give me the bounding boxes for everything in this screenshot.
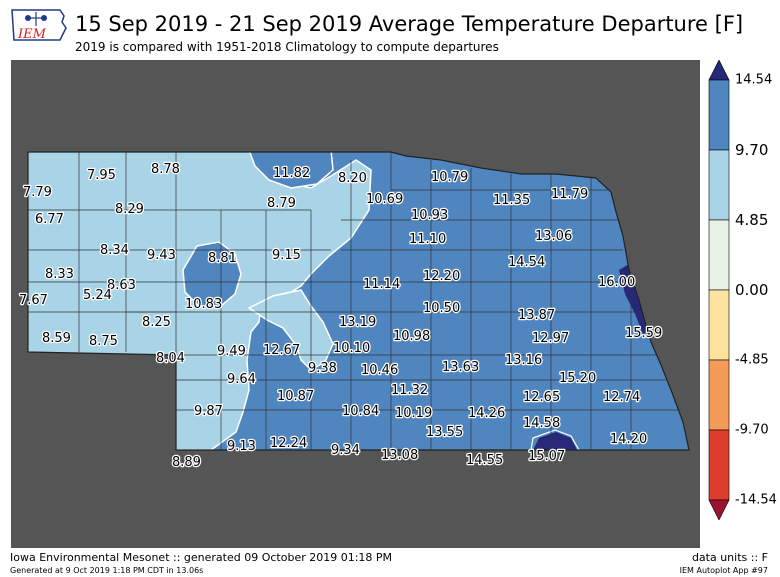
legend-tick-2: 9.70 bbox=[735, 141, 769, 159]
dark-patch-south bbox=[533, 432, 577, 450]
legend-tick-7: -14.54 bbox=[735, 492, 777, 508]
county-value: 8.63 bbox=[107, 278, 136, 293]
page-subtitle: 2019 is compared with 1951-2018 Climatol… bbox=[75, 40, 499, 54]
county-value: 9.38 bbox=[308, 361, 337, 376]
county-value: 12.74 bbox=[603, 390, 640, 405]
county-value: 11.14 bbox=[363, 277, 400, 292]
county-value: 13.87 bbox=[518, 308, 555, 323]
footer-units: data units :: F bbox=[691, 551, 768, 564]
county-value: 10.46 bbox=[361, 363, 398, 378]
county-value: 12.97 bbox=[532, 331, 569, 346]
county-value: 9.13 bbox=[227, 439, 256, 454]
county-value: 10.50 bbox=[423, 301, 460, 316]
county-value: 5.24 bbox=[83, 288, 112, 303]
logo-text: IEM bbox=[17, 27, 47, 42]
county-value: 11.32 bbox=[391, 383, 428, 398]
nebraska-map: 7.79 7.95 8.78 11.82 8.20 10.79 6.77 8.29 8.79 10… bbox=[18, 151, 690, 472]
county-value: 9.15 bbox=[272, 248, 301, 263]
county-lines bbox=[28, 152, 689, 450]
county-value: 15.07 bbox=[528, 449, 565, 464]
county-value: 9.87 bbox=[194, 404, 223, 419]
colorbar-top-arrow bbox=[708, 60, 730, 81]
legend-tick-6: -9.70 bbox=[735, 422, 769, 438]
county-value: 8.34 bbox=[100, 243, 129, 258]
legend-tick-4: 0.00 bbox=[735, 281, 769, 299]
county-value: 10.10 bbox=[333, 341, 370, 356]
colorbar-band-5 bbox=[708, 359, 730, 431]
county-value: 8.89 bbox=[172, 455, 201, 470]
county-value: 10.93 bbox=[411, 208, 448, 223]
county-value: 14.55 bbox=[466, 453, 503, 468]
county-value: 10.84 bbox=[342, 404, 379, 419]
colorbar-bottom-arrow bbox=[708, 499, 730, 520]
county-value: 12.20 bbox=[423, 269, 460, 284]
county-value: 11.79 bbox=[551, 187, 588, 202]
value-labels: 7.79 7.95 8.78 11.82 8.20 10.79 6.77 8.29 8.79 10… bbox=[18, 161, 664, 472]
county-value: 11.35 bbox=[493, 193, 530, 208]
county-value: 14.20 bbox=[610, 432, 647, 447]
county-value: 14.26 bbox=[468, 406, 505, 421]
county-value: 8.25 bbox=[142, 315, 171, 330]
county-value: 12.65 bbox=[523, 390, 560, 405]
county-value: 15.59 bbox=[625, 326, 662, 341]
county-value: 10.87 bbox=[277, 389, 314, 404]
county-value: 8.29 bbox=[115, 202, 144, 217]
colorbar-band-2 bbox=[708, 149, 730, 221]
county-value: 13.19 bbox=[339, 315, 376, 330]
county-value: 8.81 bbox=[208, 251, 237, 266]
county-value: 11.10 bbox=[409, 232, 446, 247]
legend-tick-1: 14.54 bbox=[735, 72, 773, 88]
county-value: 7.79 bbox=[23, 185, 52, 200]
map-frame: 7.79 7.95 8.78 11.82 8.20 10.79 6.77 8.29 8.79 10… bbox=[11, 60, 700, 548]
county-value: 9.49 bbox=[217, 344, 246, 359]
footer-generated: Iowa Environmental Mesonet :: generated … bbox=[10, 551, 393, 564]
colorbar-band-6 bbox=[708, 429, 730, 501]
county-value: 13.55 bbox=[426, 425, 463, 440]
county-value: 8.20 bbox=[338, 171, 367, 186]
county-value: 7.95 bbox=[87, 168, 116, 183]
county-value: 11.82 bbox=[273, 166, 310, 181]
county-value: 10.79 bbox=[431, 170, 468, 185]
county-value: 9.34 bbox=[331, 443, 360, 458]
colorbar-band-4 bbox=[708, 289, 730, 361]
blue-pocket-west bbox=[182, 241, 242, 307]
county-value: 8.75 bbox=[89, 334, 118, 349]
county-value: 10.19 bbox=[395, 406, 432, 421]
legend-tick-3: 4.85 bbox=[735, 211, 769, 229]
county-value: 9.43 bbox=[147, 248, 176, 263]
county-value: 6.77 bbox=[35, 212, 64, 227]
county-value: 12.67 bbox=[263, 343, 300, 358]
county-value: 8.79 bbox=[267, 196, 296, 211]
county-value: 14.54 bbox=[508, 255, 545, 270]
county-value: 13.16 bbox=[505, 353, 542, 368]
county-value: 13.63 bbox=[442, 360, 479, 375]
footer-generated-time: Generated at 9 Oct 2019 1:18 PM CDT in 1… bbox=[10, 566, 204, 575]
county-value: 13.08 bbox=[381, 448, 418, 463]
county-value: 13.06 bbox=[535, 229, 572, 244]
county-value: 10.69 bbox=[366, 192, 403, 207]
blue-pocket-north bbox=[247, 152, 334, 189]
county-value: 14.58 bbox=[523, 416, 560, 431]
county-value: 8.33 bbox=[45, 267, 74, 282]
legend-tick-5: -4.85 bbox=[735, 352, 769, 368]
county-value: 8.04 bbox=[156, 351, 185, 366]
county-value: 8.78 bbox=[151, 162, 180, 177]
county-value: 7.67 bbox=[19, 293, 48, 308]
colorbar-band-1 bbox=[708, 79, 730, 151]
county-value: 12.24 bbox=[270, 436, 307, 451]
colorbar bbox=[708, 60, 730, 520]
page-title: 15 Sep 2019 - 21 Sep 2019 Average Temper… bbox=[75, 12, 744, 36]
county-value: 8.59 bbox=[42, 331, 71, 346]
light-pocket bbox=[247, 289, 334, 371]
colorbar-band-3 bbox=[708, 219, 730, 291]
iem-logo: IEM bbox=[10, 6, 68, 48]
county-value: 10.83 bbox=[185, 297, 222, 312]
county-value: 9.64 bbox=[227, 372, 256, 387]
county-value: 16.00 bbox=[598, 275, 635, 290]
footer-app: IEM Autoplot App #97 bbox=[679, 566, 768, 575]
county-value: 10.98 bbox=[393, 329, 430, 344]
county-value: 15.20 bbox=[559, 371, 596, 386]
